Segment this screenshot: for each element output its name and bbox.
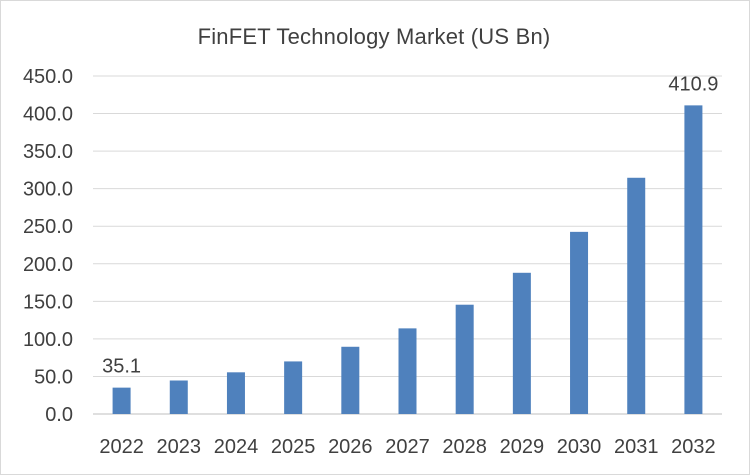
x-tick-label: 2030: [557, 436, 602, 458]
bar: [627, 177, 646, 414]
x-tick-label: 2025: [271, 436, 316, 458]
y-tick-label: 100.0: [23, 329, 73, 351]
x-tick-label: 2024: [214, 436, 259, 458]
bar: [169, 380, 188, 414]
bar: [226, 372, 245, 414]
bar: [684, 105, 703, 415]
chart-title: FinFET Technology Market (US Bn): [197, 24, 551, 49]
y-tick-label: 400.0: [23, 104, 73, 126]
y-tick-label: 200.0: [23, 254, 73, 276]
y-tick-label: 150.0: [23, 291, 73, 313]
x-tick-label: 2029: [500, 436, 545, 458]
x-tick-label: 2027: [385, 436, 430, 458]
y-tick-label: 250.0: [23, 216, 73, 238]
bar: [512, 272, 531, 414]
data-label: 410.9: [668, 73, 718, 95]
y-tick-label: 450.0: [23, 66, 73, 88]
y-tick-label: 350.0: [23, 141, 73, 163]
x-tick-label: 2032: [671, 436, 716, 458]
bar: [341, 346, 360, 414]
y-tick-label: 50.0: [34, 366, 73, 388]
bar: [570, 231, 589, 414]
y-tick-label: 300.0: [23, 179, 73, 201]
bar: [112, 387, 131, 414]
bar: [455, 304, 474, 414]
y-tick-label: 0.0: [45, 404, 73, 426]
x-tick-label: 2022: [99, 436, 144, 458]
bar: [284, 361, 303, 414]
x-tick-label: 2026: [328, 436, 373, 458]
x-tick-label: 2031: [614, 436, 659, 458]
x-tick-label: 2028: [442, 436, 487, 458]
bar: [398, 328, 417, 414]
data-label: 35.1: [102, 356, 141, 378]
x-tick-label: 2023: [157, 436, 202, 458]
